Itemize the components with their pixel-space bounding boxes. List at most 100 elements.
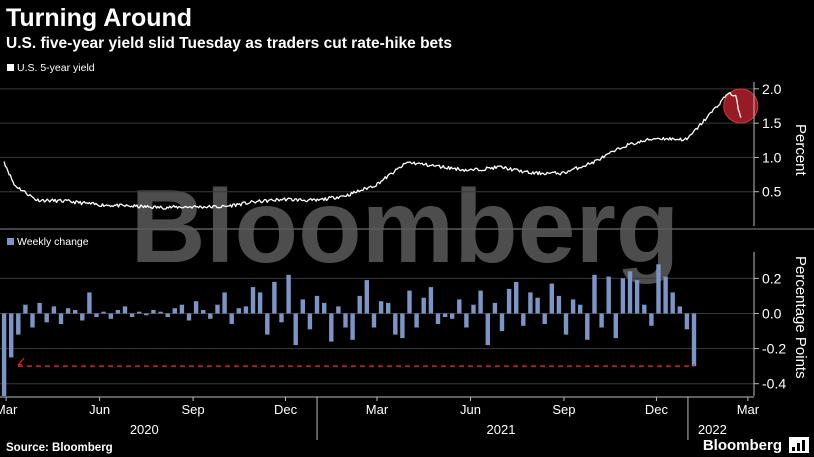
x-axis-labels: Mar Jun Sep Dec Mar Jun Sep Dec Mar 2020 2021 2022 xyxy=(0,397,760,440)
legend-swatch-yield xyxy=(7,64,14,71)
weekly-change-bar xyxy=(30,313,35,328)
weekly-change-bar xyxy=(322,302,327,314)
weekly-change-bar xyxy=(684,313,690,330)
chart-subtitle: U.S. five-year yield slid Tuesday as tra… xyxy=(6,35,452,52)
weekly-change-bar xyxy=(414,313,419,328)
weekly-change-bar xyxy=(620,278,626,314)
weekly-change-bar xyxy=(364,280,369,314)
weekly-change-bar xyxy=(201,310,206,314)
source-note: Source: Bloomberg xyxy=(6,442,113,454)
weekly-change-bar xyxy=(44,313,49,323)
weekly-change-bar xyxy=(151,310,156,314)
x-month-label: Dec xyxy=(645,402,669,417)
weekly-change-bar xyxy=(386,302,391,314)
weekly-change-bar xyxy=(122,306,128,314)
weekly-change-bar xyxy=(300,299,305,314)
weekly-change-bar xyxy=(670,292,675,314)
weekly-change-bar xyxy=(16,313,21,335)
weekly-change-bar xyxy=(179,304,185,314)
x-month-label: Mar xyxy=(737,402,760,417)
weekly-change-bar xyxy=(371,313,377,328)
weekly-change-bar xyxy=(73,310,78,314)
yield-tick-label: 2.0 xyxy=(762,81,782,97)
chart-title: Turning Around xyxy=(6,4,192,32)
weekly-change-bar xyxy=(215,304,220,314)
x-month-label: Jun xyxy=(89,402,110,417)
weekly-change-bar xyxy=(457,299,462,314)
weekly-change-bar xyxy=(222,292,227,314)
yield-tick-label: 1.5 xyxy=(762,115,782,131)
weekly-change-bar xyxy=(578,304,583,314)
weekly-change-bar xyxy=(272,281,277,314)
weekly-change-bar xyxy=(570,299,576,314)
weekly-change-bar xyxy=(599,313,604,328)
weekly-change-bar xyxy=(400,313,405,339)
yield-axis-ticks: 0.5 1.0 1.5 2.0 xyxy=(754,81,782,200)
weekly-change-bar xyxy=(23,304,28,314)
weekly-change-bar xyxy=(421,297,426,314)
highlight-circle xyxy=(723,88,759,124)
legend-swatch-weekly xyxy=(7,238,14,245)
weekly-change-bar xyxy=(656,264,661,314)
weekly-change-bar xyxy=(542,313,547,324)
yield-grid xyxy=(0,88,754,193)
yield-line-layer xyxy=(3,88,759,210)
x-year-label: 2021 xyxy=(487,422,516,437)
weekly-change-bar xyxy=(343,313,348,328)
bloomberg-watermark: Bloomberg xyxy=(131,169,680,285)
weekly-change-bar xyxy=(485,313,490,346)
weekly-change-bar xyxy=(471,304,476,314)
weekly-change-bar xyxy=(627,271,633,314)
weekly-change-bar xyxy=(236,308,241,314)
x-month-label: Jun xyxy=(460,402,481,417)
x-month-label: Sep xyxy=(552,402,575,417)
weekly-change-bar xyxy=(499,313,505,332)
weekly-change-bar xyxy=(307,313,313,330)
weekly-change-bar xyxy=(37,302,42,314)
weekly-change-bar xyxy=(108,313,113,319)
weekly-change-bar xyxy=(393,313,398,335)
weekly-change-bar xyxy=(592,274,597,314)
x-month-label: Sep xyxy=(182,402,205,417)
weekly-change-bar xyxy=(9,313,14,358)
weekly-change-bar xyxy=(265,313,270,335)
change-tick-label: -0.4 xyxy=(762,376,786,392)
weekly-change-bar xyxy=(442,313,448,317)
weekly-change-bar xyxy=(677,306,682,314)
weekly-change-bar xyxy=(336,306,341,314)
weekly-change-bar xyxy=(535,297,540,314)
weekly-change-bar xyxy=(115,310,121,314)
weekly-change-bar xyxy=(428,287,434,314)
weekly-change-bar xyxy=(663,276,668,314)
weekly-change-bar xyxy=(613,313,618,339)
change-tick-label: -0.2 xyxy=(762,341,786,357)
weekly-change-bar xyxy=(357,295,362,314)
legend-label-yield: U.S. 5-year yield xyxy=(17,62,95,74)
weekly-change-bar xyxy=(186,313,192,321)
weekly-change-bar xyxy=(286,274,291,314)
reference-arrow xyxy=(17,357,25,366)
weekly-change-bar xyxy=(563,313,569,335)
weekly-change-bar xyxy=(649,313,654,326)
weekly-change-bar xyxy=(243,306,249,314)
weekly-change-bar xyxy=(314,295,320,314)
weekly-change-bar xyxy=(51,306,57,314)
yield-tick-label: 1.0 xyxy=(762,149,782,165)
change-axis-title: Percentage Points xyxy=(792,256,809,379)
weekly-change-bar xyxy=(450,313,455,319)
weekly-change-bar xyxy=(172,308,177,314)
weekly-change-bar xyxy=(58,313,64,324)
x-month-label: Mar xyxy=(366,402,389,417)
weekly-change-bar xyxy=(492,302,498,314)
weekly-change-bar xyxy=(464,313,469,328)
weekly-change-bar xyxy=(80,313,85,321)
change-axis-ticks: -0.4 -0.2 0.0 0.2 xyxy=(754,270,786,392)
weekly-change-bar xyxy=(208,313,213,319)
weekly-change-bar xyxy=(528,292,533,314)
weekly-change-bar xyxy=(549,283,554,314)
weekly-change-bar xyxy=(137,311,142,314)
weekly-change-bar xyxy=(521,313,526,326)
weekly-change-bar xyxy=(87,292,92,314)
weekly-change-bar xyxy=(350,313,355,340)
change-tick-label: 0.0 xyxy=(762,305,782,321)
